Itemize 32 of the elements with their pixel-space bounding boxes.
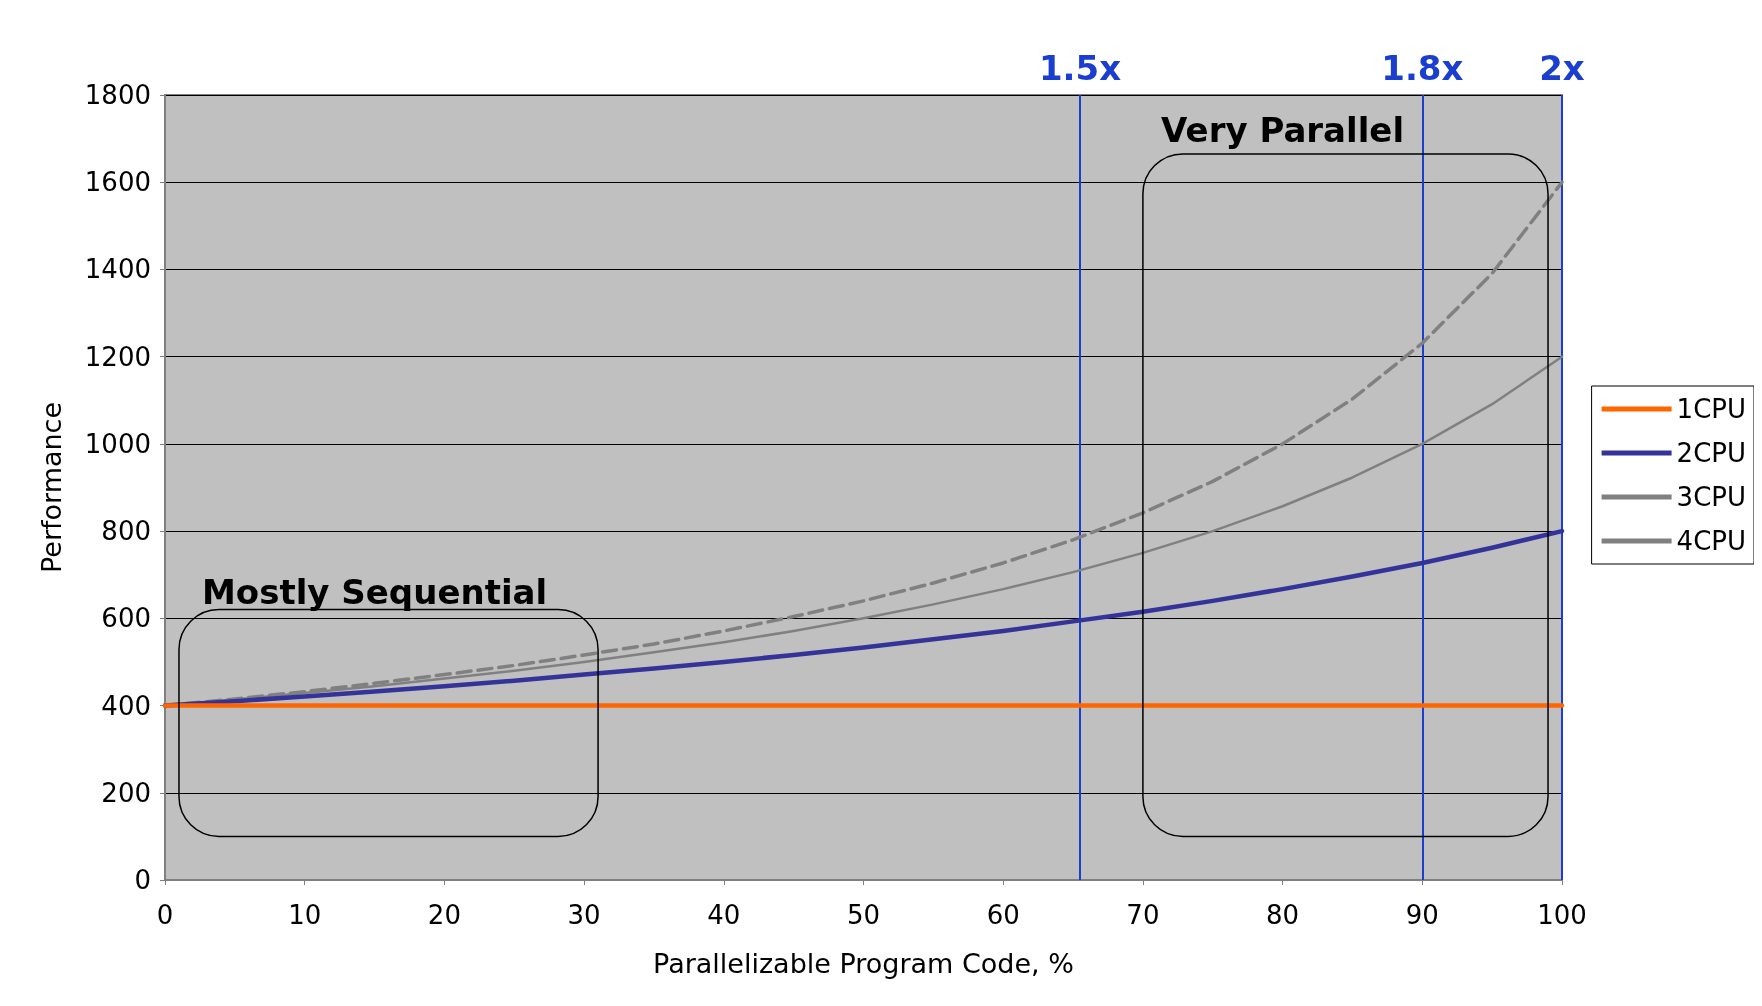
y-tick-label: 1800 [84,80,151,110]
y-axis-title: Performance [36,401,67,574]
y-tick-label: 1600 [84,167,151,198]
annotation: Very Parallel [1161,109,1405,150]
y-tick-label: 800 [101,516,151,547]
x-tick-label: 80 [1266,900,1300,930]
legend-label: 3CPU [1676,482,1746,512]
y-tick-label: 1200 [84,341,151,372]
y-tick-label: 200 [101,777,151,808]
legend-label: 1CPU [1676,394,1746,424]
legend-label: 4CPU [1676,526,1746,556]
y-tick-label: 1000 [84,428,151,459]
y-tick-label: 1400 [84,254,151,285]
annotation: Mostly Sequential [201,572,548,613]
y-tick-label: 400 [101,690,151,721]
x-tick-label: 30 [567,900,601,930]
x-tick-label: 50 [846,900,881,930]
y-tick-label: 0 [134,865,151,895]
x-tick-label: 0 [156,900,174,930]
x-tick-label: 60 [986,900,1020,930]
x-tick-label: 20 [427,900,461,930]
x-tick-label: 40 [707,900,741,930]
ref-line-label: 2x [1539,48,1585,88]
x-tick-label: 90 [1405,900,1439,930]
x-tick-label: 70 [1126,900,1160,930]
ref-line-label: 1.5x [1038,48,1122,88]
legend-label: 2CPU [1676,438,1746,468]
x-axis-title: Parallelizable Program Code, % [653,948,1074,979]
x-tick-label: 10 [288,900,322,930]
ref-line-label: 1.8x [1381,48,1464,88]
y-tick-label: 600 [101,603,151,634]
x-tick-label: 100 [1537,900,1587,930]
